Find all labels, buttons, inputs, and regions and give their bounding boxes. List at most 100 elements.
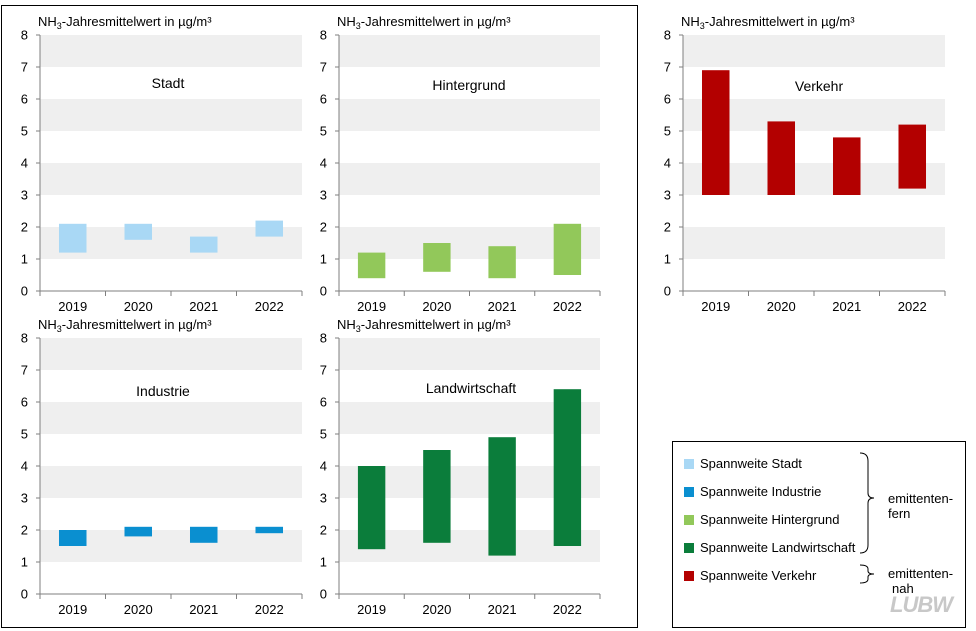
legend-item-industrie: Spannweite Industrie xyxy=(684,484,821,499)
legend-swatch-verkehr xyxy=(684,570,694,581)
y-tick-label-stadt: 3 xyxy=(21,188,28,203)
band-hintergrund xyxy=(339,163,600,195)
bar-landwirtschaft-2021 xyxy=(488,437,516,556)
x-tick-label-stadt-2020: 2020 xyxy=(124,299,153,314)
x-tick-label-industrie-2021: 2021 xyxy=(189,602,218,617)
bar-industrie-2021 xyxy=(189,526,218,543)
y-tick-label-stadt: 5 xyxy=(21,124,28,139)
legend-swatch-industrie xyxy=(684,486,694,497)
left-charts-frame xyxy=(1,5,638,628)
legend-label-industrie: Spannweite Industrie xyxy=(700,484,822,499)
legend-swatch-landwirtschaft xyxy=(684,542,694,553)
x-tick-label-stadt-2022: 2022 xyxy=(255,299,284,314)
x-tick-label-landwirtschaft-2022: 2022 xyxy=(553,602,582,617)
legend-item-landwirtschaft: Spannweite Landwirtschaft xyxy=(684,540,855,555)
y-tick-label-hintergrund: 2 xyxy=(320,220,327,235)
band-stadt xyxy=(40,35,302,67)
band-industrie xyxy=(40,402,302,434)
y-tick-label-stadt: 6 xyxy=(21,92,28,107)
legend-frame xyxy=(672,441,966,628)
x-tick-label-hintergrund-2021: 2021 xyxy=(488,299,517,314)
y-tick-label-verkehr: 7 xyxy=(664,60,671,75)
bar-verkehr-2020 xyxy=(767,121,796,195)
bar-hintergrund-2019 xyxy=(357,252,386,279)
bracket-near xyxy=(859,564,875,584)
legend-label-stadt: Spannweite Stadt xyxy=(700,456,802,471)
x-tick-label-landwirtschaft-2019: 2019 xyxy=(357,602,386,617)
y-tick-label-industrie: 2 xyxy=(21,523,28,538)
band-hintergrund xyxy=(339,99,600,131)
y-tick-label-industrie: 6 xyxy=(21,395,28,410)
band-stadt xyxy=(40,163,302,195)
y-tick-label-verkehr: 2 xyxy=(664,220,671,235)
y-tick-label-landwirtschaft: 8 xyxy=(320,331,327,346)
y-tick-label-landwirtschaft: 2 xyxy=(320,523,327,538)
y-axis-title-hintergrund: NH3-Jahresmittelwert in µg/m³ xyxy=(337,14,511,31)
y-tick-label-verkehr: 6 xyxy=(664,92,671,107)
group-label-far: emittenten- fern xyxy=(888,491,953,521)
legend-swatch-hintergrund xyxy=(684,514,694,525)
y-axis-title-stadt: NH3-Jahresmittelwert in µg/m³ xyxy=(38,14,212,31)
bar-industrie-2019 xyxy=(58,530,87,546)
y-tick-label-verkehr: 4 xyxy=(664,156,671,171)
bar-stadt-2020 xyxy=(124,223,153,240)
y-tick-label-hintergrund: 5 xyxy=(320,124,327,139)
x-tick-label-verkehr-2019: 2019 xyxy=(701,299,730,314)
y-tick-label-verkehr: 8 xyxy=(664,28,671,43)
chart-title-verkehr: Verkehr xyxy=(795,78,844,94)
y-tick-label-stadt: 7 xyxy=(21,60,28,75)
y-tick-label-verkehr: 3 xyxy=(664,188,671,203)
y-tick-label-landwirtschaft: 6 xyxy=(320,395,327,410)
legend-brackets xyxy=(859,452,875,584)
y-tick-label-landwirtschaft: 1 xyxy=(320,555,327,570)
y-tick-label-hintergrund: 1 xyxy=(320,252,327,267)
band-stadt xyxy=(40,99,302,131)
y-tick-label-industrie: 1 xyxy=(21,555,28,570)
x-tick-label-industrie-2019: 2019 xyxy=(58,602,87,617)
y-tick-label-landwirtschaft: 5 xyxy=(320,427,327,442)
bar-verkehr-2022 xyxy=(898,124,927,189)
band-verkehr xyxy=(683,227,945,259)
x-tick-label-hintergrund-2019: 2019 xyxy=(357,299,386,314)
bracket-far xyxy=(859,452,875,554)
y-axis-title-verkehr: NH3-Jahresmittelwert in µg/m³ xyxy=(681,14,855,31)
y-tick-label-industrie: 3 xyxy=(21,491,28,506)
x-tick-label-hintergrund-2022: 2022 xyxy=(553,299,582,314)
bar-industrie-2022 xyxy=(255,526,284,534)
band-verkehr xyxy=(683,35,945,67)
y-tick-label-stadt: 2 xyxy=(21,220,28,235)
y-tick-label-industrie: 5 xyxy=(21,427,28,442)
y-tick-label-hintergrund: 7 xyxy=(320,60,327,75)
y-tick-label-stadt: 8 xyxy=(21,28,28,43)
band-landwirtschaft xyxy=(339,338,600,370)
group-near-line2: nah xyxy=(892,581,914,596)
lubw-logo: LUBW xyxy=(890,592,953,617)
y-tick-label-verkehr: 5 xyxy=(664,124,671,139)
x-tick-label-industrie-2020: 2020 xyxy=(124,602,153,617)
bar-industrie-2020 xyxy=(124,526,153,537)
legend-swatch-stadt xyxy=(684,458,694,469)
group-near-line1: emittenten- xyxy=(888,566,954,581)
band-hintergrund xyxy=(339,35,600,67)
x-tick-label-landwirtschaft-2020: 2020 xyxy=(422,602,451,617)
y-tick-label-hintergrund: 3 xyxy=(320,188,327,203)
y-tick-label-landwirtschaft: 7 xyxy=(320,363,327,378)
y-tick-label-verkehr: 1 xyxy=(664,252,671,267)
y-tick-label-stadt: 1 xyxy=(21,252,28,267)
bar-landwirtschaft-2020 xyxy=(423,450,451,543)
legend-item-hintergrund: Spannweite Hintergrund xyxy=(684,512,839,527)
bar-hintergrund-2020 xyxy=(423,243,451,272)
y-tick-label-hintergrund: 8 xyxy=(320,28,327,43)
legend-item-verkehr: Spannweite Verkehr xyxy=(684,568,816,583)
group-far-line2: fern xyxy=(888,506,911,521)
band-industrie xyxy=(40,466,302,498)
chart-title-hintergrund: Hintergrund xyxy=(432,77,505,93)
y-tick-label-verkehr: 0 xyxy=(664,284,671,299)
legend-item-stadt: Spannweite Stadt xyxy=(684,456,802,471)
chart-title-stadt: Stadt xyxy=(152,75,185,91)
y-tick-label-industrie: 0 xyxy=(21,587,28,602)
x-tick-label-stadt-2019: 2019 xyxy=(58,299,87,314)
x-tick-label-hintergrund-2020: 2020 xyxy=(422,299,451,314)
bar-hintergrund-2022 xyxy=(553,223,582,275)
x-tick-label-verkehr-2020: 2020 xyxy=(767,299,796,314)
